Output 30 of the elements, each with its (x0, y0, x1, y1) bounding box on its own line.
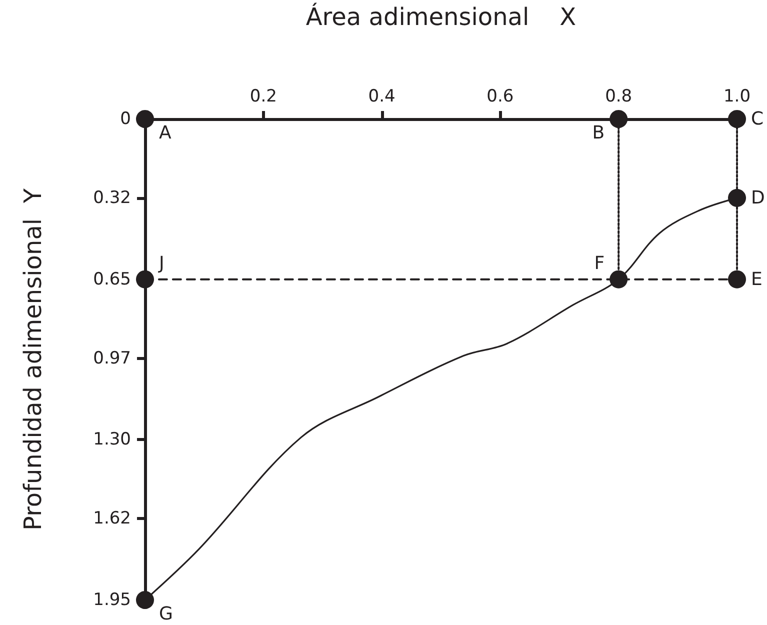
annotation: A (159, 122, 172, 144)
y-tick-label: 0 (120, 109, 131, 129)
annotation: D (751, 187, 765, 208)
point (136, 270, 154, 288)
x-tick-label: 0.6 (486, 86, 514, 106)
annotation: B (592, 122, 605, 144)
x-tick-label: 0.4 (368, 86, 396, 106)
point (728, 110, 746, 128)
y-tick-label: 1.30 (93, 430, 131, 450)
annotation: C (751, 108, 764, 130)
point (728, 270, 746, 288)
y-tick-label: 1.62 (93, 508, 131, 529)
y-tick-label: 0.97 (93, 348, 131, 368)
point (136, 591, 154, 609)
point (136, 110, 154, 128)
x-tick-label: 0.2 (250, 86, 277, 106)
x-tick-label: 0.8 (605, 86, 632, 106)
x-axis-title: Área adimensional X (306, 2, 576, 31)
annotation: F (594, 252, 605, 274)
x-tick-label: 1.0 (723, 86, 751, 106)
y-tick-label: 1.95 (93, 590, 131, 610)
annotation: G (159, 604, 173, 624)
point (610, 110, 628, 128)
annotation: E (751, 268, 762, 290)
annotation: J (158, 252, 164, 274)
point (610, 270, 628, 288)
y-tick-label: 0.65 (93, 269, 131, 290)
y-tick-label: 0.32 (93, 188, 131, 208)
point (728, 188, 746, 207)
y-axis-title: Profundidad adimensional Y (19, 188, 47, 530)
